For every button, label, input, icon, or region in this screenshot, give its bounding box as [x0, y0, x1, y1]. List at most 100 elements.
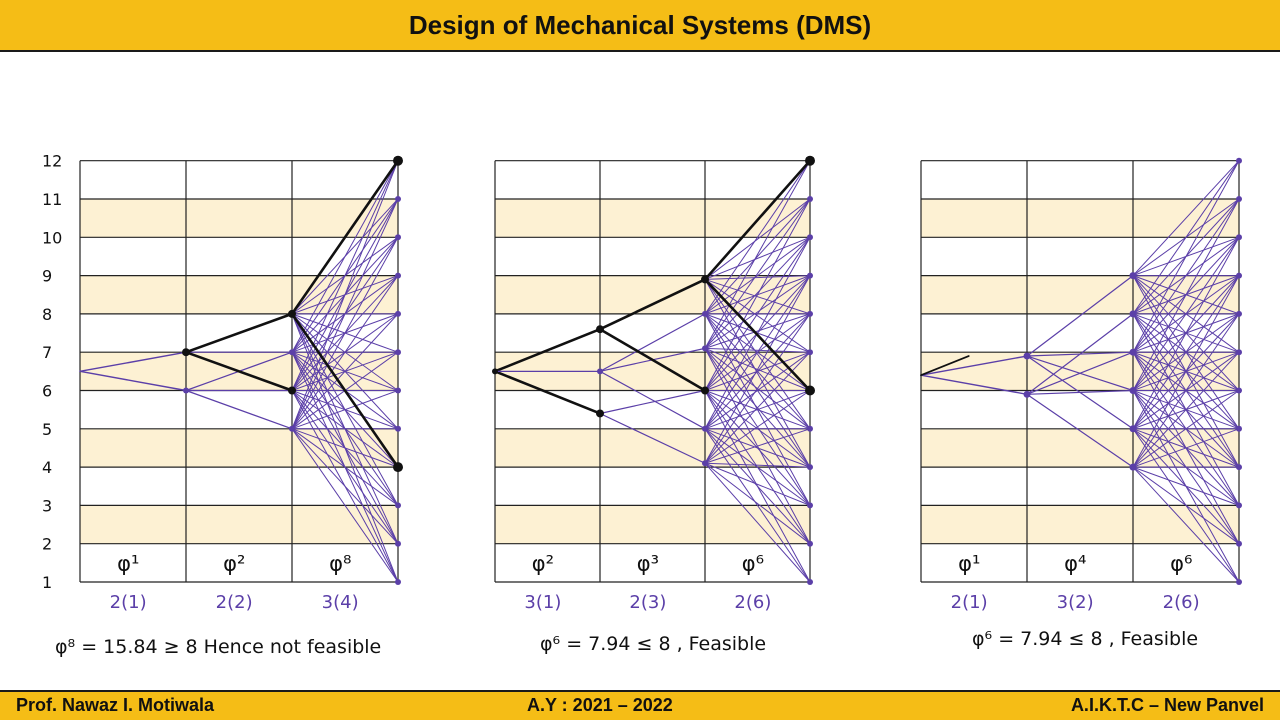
conclusion-right: φ⁶ = 7.94 ≤ 8 , Feasible: [972, 628, 1198, 650]
node-point: [702, 310, 708, 317]
speed-ray: [1132, 466, 1240, 506]
node-point: [807, 425, 813, 432]
speed-ray: [703, 278, 812, 392]
shaded-band: [495, 505, 810, 544]
node-point: [701, 275, 709, 284]
speed-ray: [291, 390, 399, 430]
node-point: [702, 460, 708, 467]
speed-ray: [598, 327, 707, 392]
stage-speed-label: 2(2): [216, 592, 253, 613]
speed-ray: [1026, 389, 1134, 395]
speed-ray: [599, 313, 706, 372]
speed-ray: [704, 275, 811, 464]
footer-author: Prof. Nawaz I. Motiwala: [16, 695, 215, 715]
node-point: [1236, 464, 1242, 471]
speed-ray: [704, 278, 811, 468]
ray-diagram-right: φ¹ φ⁴ φ⁶ 2(1) 3(2) 2(6) φ⁶ = 7.94 ≤ 8 , Feasi…: [920, 157, 1242, 650]
speed-ray: [1132, 160, 1240, 277]
speed-ray: [291, 198, 399, 430]
speed-ray: [291, 160, 399, 430]
speed-ray: [704, 198, 811, 315]
speed-ray: [1132, 275, 1240, 430]
node-point: [1236, 349, 1242, 356]
speed-ray: [290, 312, 400, 469]
node-point: [1023, 352, 1031, 360]
shaded-band: [80, 199, 398, 238]
speed-ray: [1132, 390, 1240, 468]
stage-speed-label: 3(4): [322, 592, 359, 613]
shaded-band: [921, 275, 1239, 314]
speed-ray: [704, 428, 811, 545]
stage-speed-label: 3(2): [1057, 592, 1094, 613]
speed-ray: [704, 236, 811, 430]
speed-ray: [704, 428, 811, 468]
y-tick-label: 5: [42, 420, 52, 439]
stage-label: φ³: [637, 552, 659, 576]
speed-ray: [704, 462, 811, 545]
node-point: [395, 272, 401, 279]
node-point: [1023, 390, 1031, 398]
node-point: [807, 272, 813, 279]
node-point: [1236, 425, 1242, 432]
conclusion-middle: φ⁶ = 7.94 ≤ 8 , Feasible: [540, 633, 766, 655]
shaded-band: [921, 199, 1239, 238]
node-point: [1236, 157, 1242, 164]
speed-ray: [704, 236, 811, 391]
speed-ray: [290, 159, 400, 316]
stage-speed-label: 2(6): [734, 592, 771, 613]
node-point: [1236, 540, 1242, 547]
node-point: [597, 368, 603, 375]
shaded-band: [921, 428, 1239, 468]
speed-ray: [704, 278, 811, 353]
speed-ray: [291, 428, 399, 506]
speed-ray: [1132, 236, 1240, 391]
speed-ray: [291, 428, 399, 468]
speed-ray: [704, 428, 811, 506]
speed-ray: [704, 313, 811, 349]
speed-ray: [704, 428, 811, 464]
speed-ray: [704, 462, 811, 468]
footer-bar: Prof. Nawaz I. Motiwala A.Y : 2021 – 202…: [0, 690, 1280, 720]
speed-ray: [1026, 393, 1134, 468]
stage-speed-label: 3(1): [524, 592, 561, 613]
speed-ray: [1132, 466, 1240, 545]
speed-ray: [1132, 198, 1240, 353]
node-point: [395, 579, 401, 585]
speed-ray: [291, 428, 399, 545]
speed-ray: [704, 390, 811, 464]
node-point: [395, 425, 401, 432]
y-tick-label: 8: [42, 305, 52, 324]
node-point: [1129, 310, 1137, 318]
stage-label: φ⁸: [329, 552, 351, 576]
speed-ray: [1026, 275, 1134, 357]
speed-ray: [291, 236, 399, 430]
node-point: [702, 345, 708, 352]
speed-ray: [704, 462, 811, 583]
node-point: [289, 425, 295, 432]
ray-diagram-left: φ¹ φ² φ⁸ 2(1) 2(2) 3(4) φ⁸ = 15.84 ≥ 8 Hence …: [55, 155, 403, 658]
speed-ray: [704, 278, 811, 430]
node-point: [393, 155, 403, 166]
speed-ray: [704, 275, 811, 430]
speed-ray: [704, 160, 811, 349]
speed-ray: [79, 370, 187, 392]
node-point: [288, 386, 296, 395]
conclusion-left: φ⁸ = 15.84 ≥ 8 Hence not feasible: [55, 636, 381, 658]
node-point: [183, 387, 189, 394]
speed-ray: [1026, 313, 1134, 395]
node-point: [1129, 348, 1137, 356]
y-tick-label: 3: [42, 496, 52, 515]
speed-ray: [1026, 351, 1134, 395]
node-point: [1129, 463, 1137, 471]
speed-ray: [1132, 160, 1240, 353]
speed-ray: [920, 355, 1028, 376]
speed-ray: [920, 374, 1028, 396]
ray-diagram-middle: φ² φ³ φ⁶ 3(1) 2(3) 2(6) φ⁶ = 7.94 ≤ 8 , Feasi…: [492, 155, 815, 655]
node-point: [395, 234, 401, 241]
speed-ray: [599, 389, 706, 415]
node-point: [395, 310, 401, 317]
node-point: [395, 502, 401, 509]
speed-ray: [704, 198, 811, 280]
stage-label: φ²: [532, 552, 554, 576]
